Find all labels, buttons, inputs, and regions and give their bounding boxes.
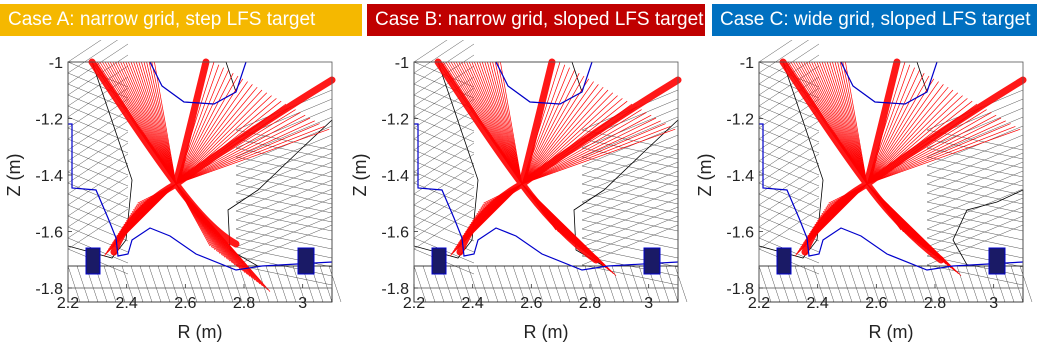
x-tick-label: 2.2	[748, 295, 770, 312]
first-wall-outline	[759, 123, 1024, 271]
upper-wall-outline	[840, 61, 938, 105]
x-tick-label: 3	[298, 295, 307, 312]
y-tick-label: -1.6	[35, 225, 63, 242]
upper-wall-outline	[149, 61, 247, 105]
case-c-mesh-plot: 2.2 2.4 2.6 2.8 3 -1 -1.2 -1.4 -1.6 -1.8 R (m) Z (m…	[691, 40, 1037, 348]
y-tick-label: -1.6	[726, 225, 754, 242]
case-a-title: Case A: narrow grid, step LFS target	[0, 4, 362, 36]
x-tick-label: 2.4	[116, 295, 138, 312]
x-tick-label: 2.6	[520, 295, 542, 312]
separatrix-bands	[88, 58, 336, 256]
case-a-mesh-plot: 2.2 2.4 2.6 2.8 3 -1 -1.2 -1.4 -1.6 -1.8 R (m) Z (m…	[0, 40, 346, 348]
divertor-coil-block	[297, 247, 315, 275]
divertor-coil-block	[988, 247, 1006, 275]
x-tick-label: 3	[989, 295, 998, 312]
mesh-triangulation	[413, 40, 688, 303]
y-tick-label: -1.8	[381, 281, 409, 298]
upper-wall-outline	[495, 61, 593, 105]
x-axis-label: R (m)	[178, 322, 223, 342]
y-tick-label: -1.8	[35, 281, 63, 298]
y-tick-label: -1.6	[381, 225, 409, 242]
case-b-title: Case B: narrow grid, sloped LFS target	[367, 4, 705, 36]
y-tick-label: -1	[49, 55, 63, 72]
x-tick-label: 2.2	[403, 295, 425, 312]
case-c-title: Case C: wide grid, sloped LFS target	[712, 4, 1037, 36]
x-tick-label: 2.2	[57, 295, 79, 312]
y-tick-label: -1.8	[726, 281, 754, 298]
divertor-coil-block	[776, 247, 792, 275]
mesh-plot-svg: 2.2 2.4 2.6 2.8 3 -1 -1.2 -1.4 -1.6 -1.8 R (m) Z (m…	[695, 40, 1033, 342]
y-tick-label: -1.2	[35, 112, 63, 129]
separatrix-bands	[779, 58, 1027, 264]
x-tick-label: 2.8	[233, 295, 255, 312]
y-tick-label: -1.2	[381, 112, 409, 129]
x-tick-label: 2.6	[865, 295, 887, 312]
y-axis-label: Z (m)	[350, 154, 370, 197]
y-axis-label: Z (m)	[695, 154, 715, 197]
x-tick-label: 2.4	[807, 295, 829, 312]
x-tick-label: 2.8	[924, 295, 946, 312]
x-axis-label: R (m)	[869, 322, 914, 342]
mesh-region-right	[227, 119, 333, 273]
x-tick-label: 2.8	[579, 295, 601, 312]
y-tick-label: -1.2	[726, 112, 754, 129]
mesh-region-right	[573, 119, 679, 273]
mesh-plot-svg: 2.2 2.4 2.6 2.8 3 -1 -1.2 -1.4 -1.6 -1.8 R (m) Z (m…	[4, 40, 342, 342]
first-wall-outline	[414, 123, 679, 271]
divertor-coil-block	[85, 247, 101, 275]
y-axis-label: Z (m)	[4, 154, 24, 197]
divertor-coil-block	[431, 247, 447, 275]
y-tick-label: -1	[740, 55, 754, 72]
y-tick-label: -1.4	[35, 168, 63, 185]
y-tick-label: -1.4	[726, 168, 754, 185]
x-axis-label: R (m)	[524, 322, 569, 342]
divertor-coil-block	[643, 247, 661, 275]
y-tick-label: -1.4	[381, 168, 409, 185]
x-tick-label: 3	[644, 295, 653, 312]
mesh-plot-svg: 2.2 2.4 2.6 2.8 3 -1 -1.2 -1.4 -1.6 -1.8 R (m) Z (m…	[350, 40, 688, 342]
first-wall-outline	[68, 123, 333, 271]
x-tick-label: 2.6	[174, 295, 196, 312]
x-tick-label: 2.4	[462, 295, 484, 312]
separatrix-bands	[434, 58, 682, 264]
y-tick-label: -1	[395, 55, 409, 72]
case-b-mesh-plot: 2.2 2.4 2.6 2.8 3 -1 -1.2 -1.4 -1.6 -1.8 R (m) Z (m…	[346, 40, 692, 348]
